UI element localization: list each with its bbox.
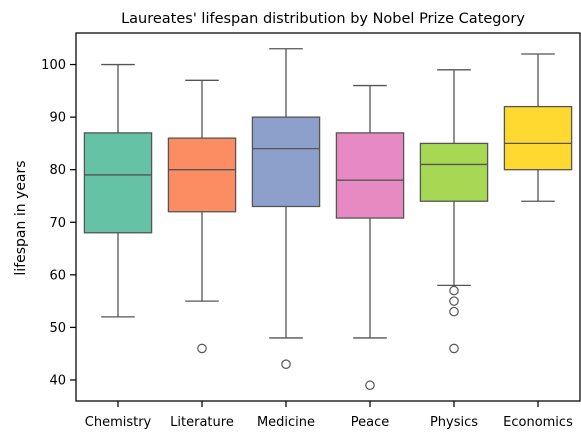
outlier-point [197, 343, 207, 354]
box-economics [503, 53, 573, 202]
y-tick-label: 100 [41, 58, 66, 73]
iqr-box [83, 132, 153, 234]
box-physics [419, 69, 489, 354]
y-tick-label: 70 [49, 216, 66, 231]
y-tick-label: 90 [49, 111, 66, 126]
plot-area [83, 48, 573, 391]
y-tick-label: 40 [49, 373, 66, 388]
x-tick-label: Economics [503, 415, 573, 430]
iqr-box [419, 142, 489, 202]
iqr-box [503, 105, 573, 171]
y-tick-label: 80 [49, 163, 66, 178]
x-tick-label: Peace [351, 415, 390, 430]
x-axis: Chemistry Literature Medicine Peace Physics E… [85, 401, 573, 430]
outlier-point [449, 343, 459, 354]
iqr-box [335, 132, 405, 219]
y-tick-label: 50 [49, 321, 66, 336]
box-literature [167, 79, 237, 354]
outlier-point [365, 380, 375, 391]
x-tick-label: Literature [170, 415, 234, 430]
iqr-box [167, 137, 237, 213]
y-axis: 40 50 60 70 80 90 100 [41, 58, 76, 388]
outlier-point [449, 296, 459, 306]
iqr-box [251, 116, 321, 208]
plot-frame [75, 32, 581, 402]
y-axis-label: lifespan in years [13, 160, 29, 275]
outlier-point [281, 359, 291, 369]
box-chemistry [83, 63, 153, 318]
y-tick-label: 60 [49, 268, 66, 283]
box-medicine [251, 48, 321, 369]
outlier-point [449, 306, 459, 317]
chart-title: Laureates' lifespan distribution by Nobe… [121, 11, 525, 27]
box-peace [335, 84, 405, 391]
x-tick-label: Medicine [257, 415, 315, 430]
x-tick-label: Physics [430, 415, 478, 430]
x-tick-label: Chemistry [85, 415, 152, 430]
outlier-point [449, 285, 459, 296]
